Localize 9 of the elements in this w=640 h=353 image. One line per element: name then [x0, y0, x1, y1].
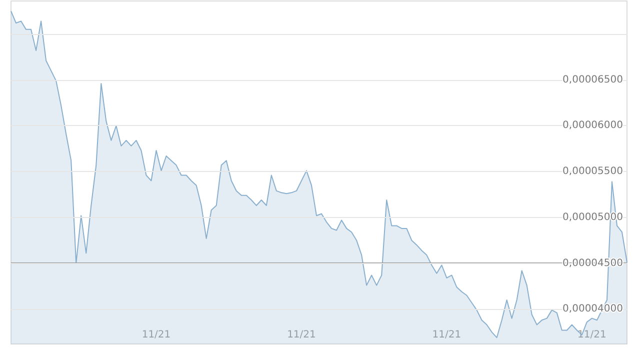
x-tick-label: 11/21: [287, 330, 316, 340]
x-tick-label: 11/21: [142, 330, 171, 340]
y-tick-label: 0,00005500: [562, 166, 623, 178]
y-tick-label: 0,00004000: [562, 304, 623, 315]
y-tick-label: 0,00006000: [562, 120, 623, 132]
y-tick-label: 0,00005000: [562, 212, 623, 223]
y-tick-label: 0,00006500: [562, 74, 623, 86]
x-tick-label: 11/21: [578, 330, 606, 340]
x-tick-label: 11/21: [432, 330, 462, 340]
